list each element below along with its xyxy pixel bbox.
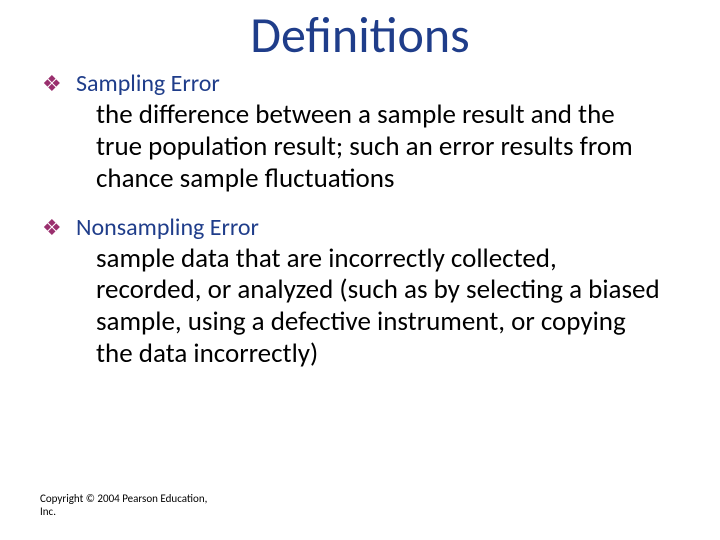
- term-2: Nonsampling Error: [76, 213, 259, 243]
- copyright-text: Copyright © 2004 Pearson Education, Inc.: [40, 492, 220, 518]
- slide-title: Definitions: [40, 8, 680, 63]
- diamond-bullet-icon: ❖: [40, 69, 76, 99]
- definition-2: sample data that are incorrectly collect…: [96, 243, 660, 370]
- term-1: Sampling Error: [76, 69, 220, 99]
- diamond-bullet-icon: ❖: [40, 213, 76, 243]
- bullet-item-1: ❖ Sampling Error: [40, 69, 680, 99]
- definition-1: the difference between a sample result a…: [96, 99, 660, 195]
- bullet-item-2: ❖ Nonsampling Error: [40, 213, 680, 243]
- slide: Definitions ❖ Sampling Error the differe…: [0, 0, 720, 540]
